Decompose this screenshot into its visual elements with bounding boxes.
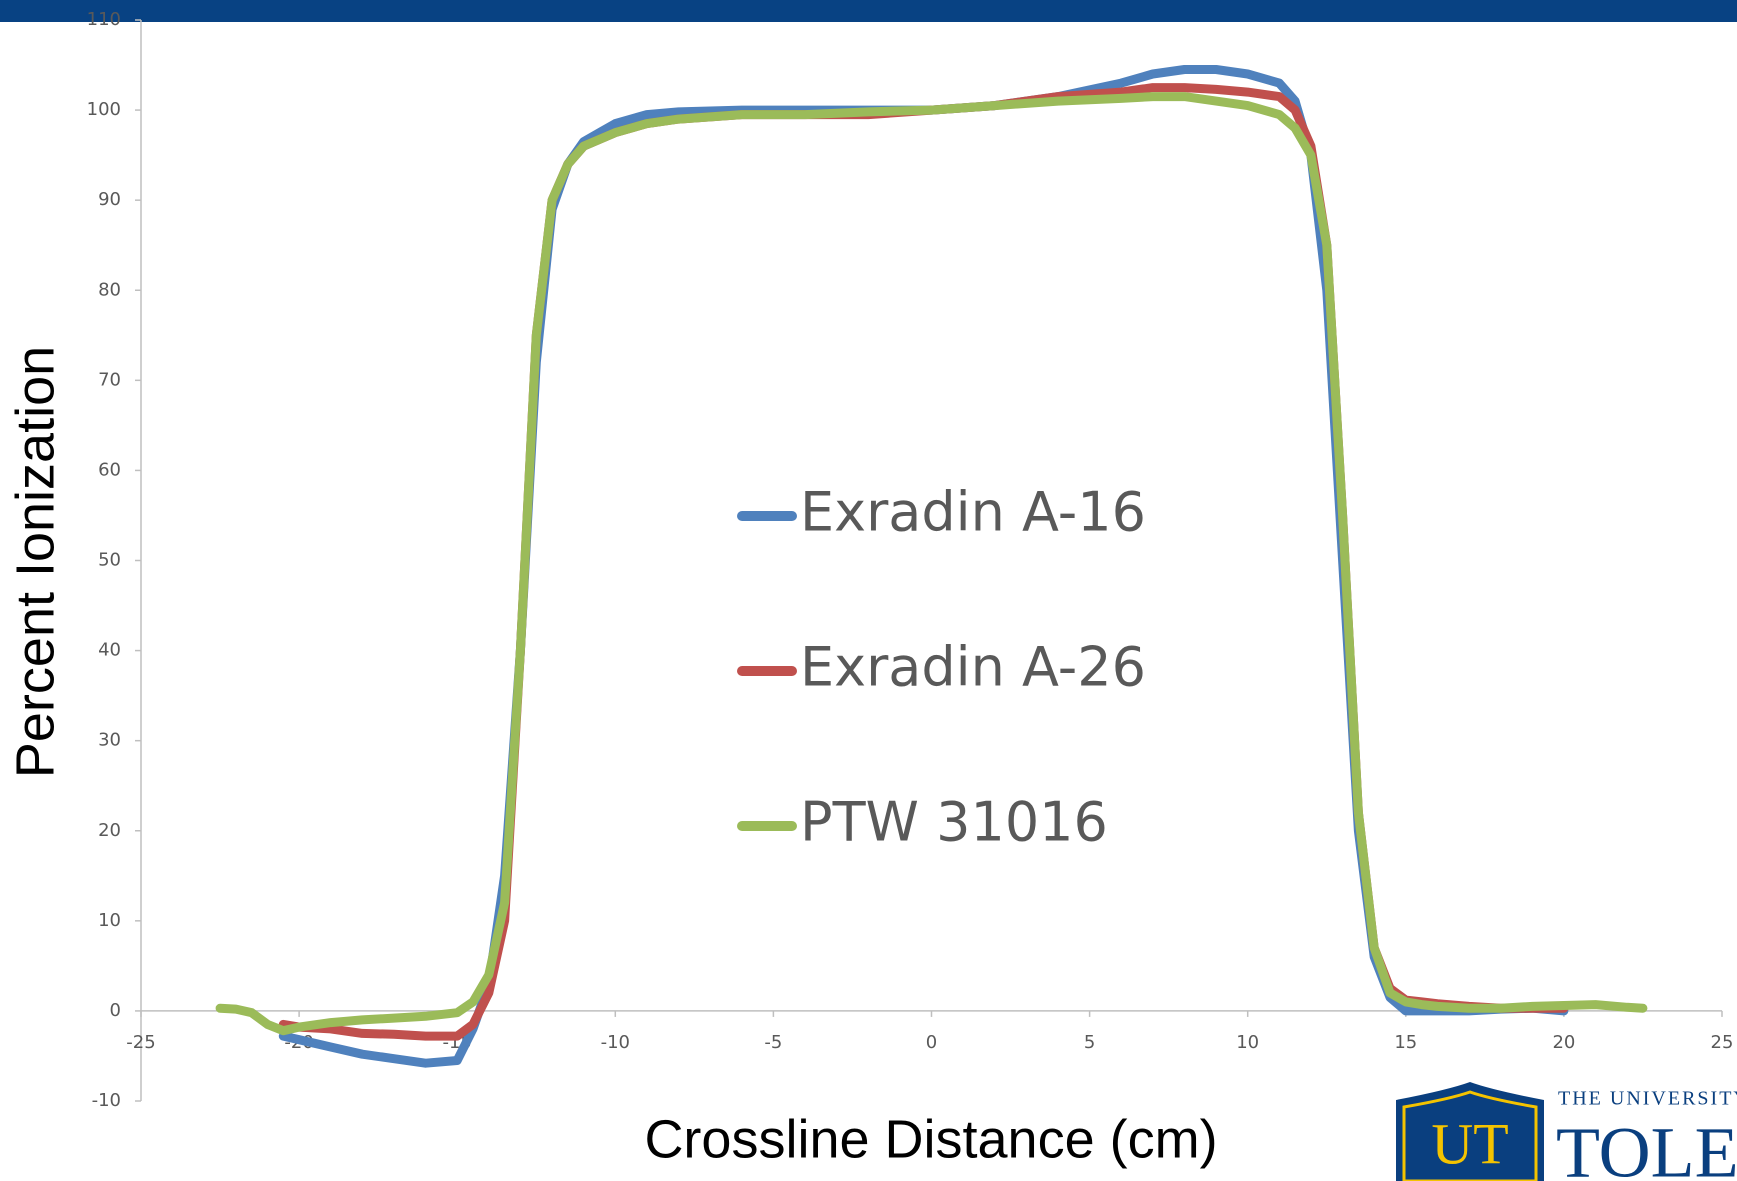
y-tick-label: 90 <box>98 189 121 210</box>
x-tick-label: 5 <box>1084 1032 1095 1053</box>
y-tick-label: 0 <box>110 1000 121 1021</box>
x-tick-label: -10 <box>601 1032 630 1053</box>
legend-label: Exradin A-16 <box>800 481 1146 544</box>
y-tick-label: 70 <box>98 369 121 390</box>
x-tick-label: 25 <box>1711 1032 1734 1053</box>
y-tick-label: 10 <box>98 910 121 931</box>
y-tick-label: 60 <box>98 459 121 480</box>
logo-line2: TOLEDO <box>1556 1113 1737 1181</box>
y-tick-label: 40 <box>98 640 121 661</box>
logo-shield <box>1396 1082 1544 1181</box>
logo-shield-trim <box>1402 1090 1538 1181</box>
y-axis-title: Percent Ionization <box>5 346 65 778</box>
x-tick-label: 0 <box>926 1032 937 1053</box>
y-tick-label: 100 <box>87 99 121 120</box>
x-tick-label: -25 <box>126 1032 155 1053</box>
y-tick-label: 30 <box>98 730 121 751</box>
x-tick-label: 10 <box>1236 1032 1259 1053</box>
logo-mark: UT <box>1431 1111 1508 1176</box>
logo: UT THE UNIVERSITY TOLEDO <box>1396 1082 1737 1181</box>
y-tick-label: 110 <box>87 9 121 30</box>
legend: Exradin A-16 Exradin A-26 PTW 31016 <box>737 481 1146 854</box>
x-tick-label: 20 <box>1552 1032 1575 1053</box>
y-tick-label: 50 <box>98 550 121 571</box>
y-tick-label: 80 <box>98 279 121 300</box>
x-axis-title: Crossline Distance (cm) <box>644 1109 1217 1169</box>
x-tick-label: -5 <box>764 1032 782 1053</box>
legend-label: PTW 31016 <box>800 791 1108 854</box>
logo-line1: THE UNIVERSITY <box>1558 1088 1737 1110</box>
x-tick-label: 15 <box>1394 1032 1417 1053</box>
legend-label: Exradin A-26 <box>800 636 1146 699</box>
y-tick-label: -10 <box>92 1090 121 1111</box>
header-bar <box>0 0 1737 22</box>
data-line <box>215 92 1648 1036</box>
y-tick-label: 20 <box>98 820 121 841</box>
